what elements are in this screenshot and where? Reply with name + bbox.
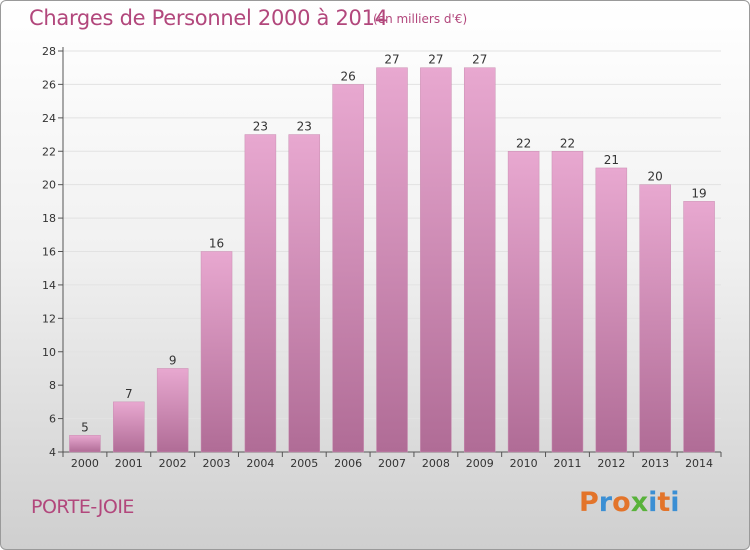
x-tick-label-2009: 2009: [466, 457, 494, 470]
logo-letter: o: [612, 487, 631, 518]
data-label-2009: 27: [472, 53, 487, 67]
y-tick-label: 6: [49, 413, 56, 426]
data-label-2001: 7: [125, 387, 133, 401]
logo-letter: t: [657, 487, 671, 518]
data-label-2002: 9: [169, 353, 177, 367]
bar-2014: [683, 201, 715, 453]
bar-2008: [420, 67, 452, 453]
y-tick-label: 10: [42, 346, 56, 359]
x-tick-label-2001: 2001: [115, 457, 143, 470]
data-label-2003: 16: [209, 237, 224, 251]
bar-2013: [639, 184, 671, 453]
x-tick-label-2010: 2010: [510, 457, 538, 470]
logo-letter: r: [598, 487, 613, 518]
y-tick-label: 26: [42, 78, 56, 91]
data-label-2011: 22: [560, 136, 575, 150]
data-label-2006: 26: [340, 69, 355, 83]
bar-2009: [463, 67, 496, 453]
x-tick-label-2003: 2003: [203, 457, 231, 470]
data-label-2014: 19: [691, 186, 706, 200]
y-tick-label: 22: [42, 145, 56, 158]
data-label-2010: 22: [516, 136, 531, 150]
bar-2003: [200, 251, 233, 453]
y-tick-label: 18: [42, 212, 56, 225]
x-tick-label-2014: 2014: [685, 457, 713, 470]
y-tick-label: 24: [42, 112, 56, 125]
data-label-2007: 27: [384, 53, 399, 67]
data-label-2005: 23: [297, 120, 312, 134]
bar-2002: [156, 368, 189, 453]
bar-2006: [332, 84, 364, 453]
y-tick-labels: 4 6 8 10 12 14 16 18 20 22 24 26 28: [42, 45, 56, 459]
commune-name: PORTE-JOIE: [31, 496, 134, 518]
x-tick-labels: 2000 2001 2002 2003 2004 2005 2006 2007 2008 2009…: [71, 457, 713, 470]
bar-2007: [376, 67, 408, 453]
y-tick-label: 4: [49, 446, 56, 459]
bar-2001: [113, 401, 145, 453]
x-tick-label-2002: 2002: [159, 457, 187, 470]
data-label-2008: 27: [428, 53, 443, 67]
logo-letter: i: [670, 487, 680, 518]
logo-letter: i: [648, 487, 658, 518]
data-label-2013: 20: [648, 170, 663, 184]
y-tick-label: 20: [42, 179, 56, 192]
y-tick-label: 14: [42, 279, 56, 292]
logo-letter: P: [579, 487, 599, 518]
data-labels: 5 7 9 16 23 23 26 27 27 27 22 22 21 20 19: [81, 53, 707, 435]
bar-2011: [551, 151, 584, 453]
chart-subtitle: (en milliers d'€): [373, 12, 468, 26]
chart-title: Charges de Personnel 2000 à 2014: [29, 6, 388, 30]
y-tick-label: 12: [42, 312, 56, 325]
x-tick-label-2012: 2012: [597, 457, 625, 470]
bar-2012: [595, 167, 628, 453]
logo-letter: x: [630, 487, 649, 518]
y-tick-label: 16: [42, 246, 56, 259]
y-tick-label: 8: [49, 379, 56, 392]
data-label-2012: 21: [604, 153, 619, 167]
bar-2010: [507, 151, 540, 453]
x-tick-label-2000: 2000: [71, 457, 99, 470]
proxiti-logo: Proxiti: [579, 487, 680, 518]
x-tick-label-2004: 2004: [246, 457, 274, 470]
data-label-2004: 23: [253, 120, 268, 134]
data-label-2000: 5: [81, 420, 89, 434]
x-tick-label-2011: 2011: [553, 457, 581, 470]
y-tick-label: 28: [42, 45, 56, 58]
bar-2005: [288, 134, 321, 453]
x-tick-label-2006: 2006: [334, 457, 362, 470]
bar-2004: [244, 134, 277, 453]
bars: [69, 67, 715, 453]
x-tick-label-2005: 2005: [290, 457, 318, 470]
x-tick-label-2013: 2013: [641, 457, 669, 470]
bar-2000: [69, 435, 101, 453]
x-tick-label-2007: 2007: [378, 457, 406, 470]
x-tick-label-2008: 2008: [422, 457, 450, 470]
